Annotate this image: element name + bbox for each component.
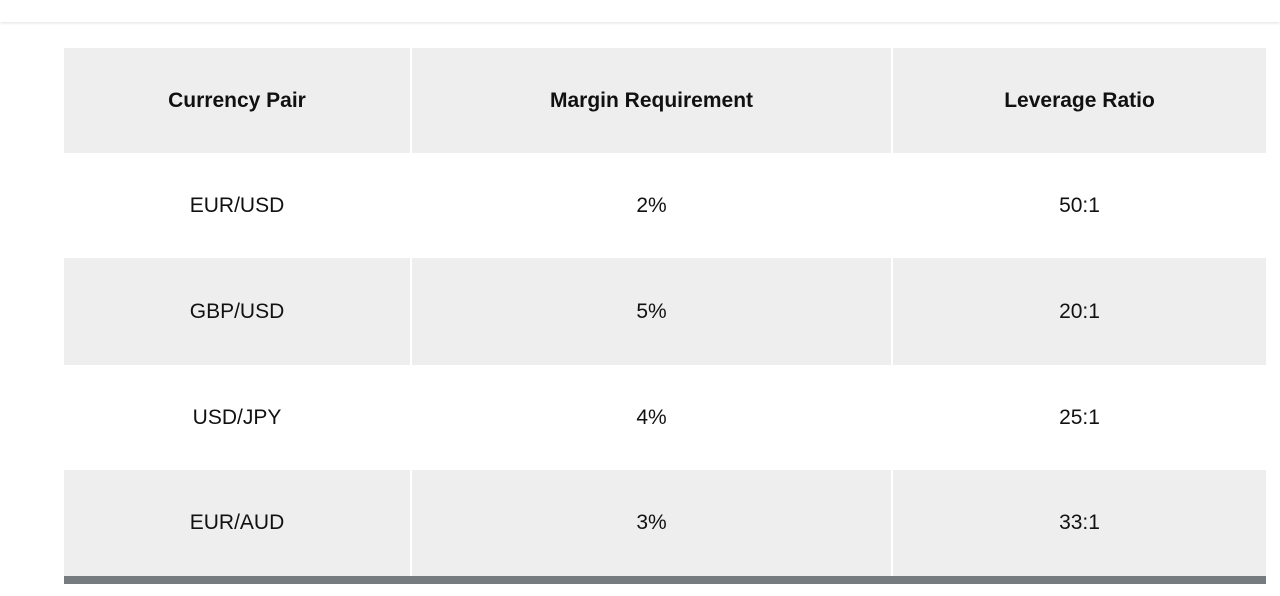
table-cell: 25:1 — [1059, 405, 1100, 429]
table-cell: 20:1 — [893, 258, 1266, 365]
table-cell: 5% — [412, 258, 891, 365]
header-cell: Margin Requirement — [412, 48, 891, 153]
table-cell: 2% — [636, 193, 667, 217]
table-cell: 4% — [636, 405, 667, 429]
table-cell: EUR/AUD — [64, 470, 410, 576]
table-cell: 33:1 — [893, 470, 1266, 576]
table-cell: USD/JPY — [192, 405, 282, 429]
table-bottom-border — [64, 576, 1266, 584]
table-cell: 50:1 — [1059, 193, 1100, 217]
top-bar — [0, 0, 1280, 22]
table-cell: GBP/USD — [64, 258, 410, 365]
table-cell: EUR/USD — [189, 193, 285, 217]
header-cell: Currency Pair — [64, 48, 410, 153]
header-cell: Leverage Ratio — [893, 48, 1266, 153]
table-cell: 3% — [412, 470, 891, 576]
